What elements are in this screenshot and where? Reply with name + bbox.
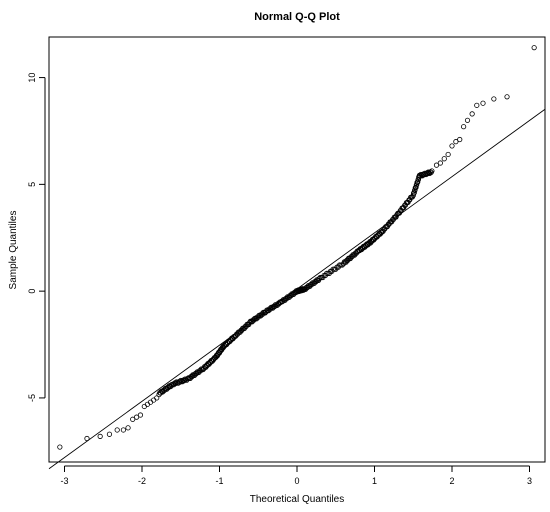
y-axis-label: Sample Quantiles [8, 211, 19, 290]
x-tick-label: 3 [527, 476, 532, 486]
data-point [407, 197, 413, 203]
data-point [410, 192, 416, 199]
y-tick-label: 0 [27, 289, 37, 294]
data-point [106, 431, 113, 437]
x-tick-label: 1 [372, 476, 377, 486]
data-point [137, 412, 144, 418]
data-point [154, 395, 160, 401]
data-point [396, 210, 403, 216]
y-axis: -5 0 5 10 [27, 73, 46, 402]
x-tick-label: 0 [294, 476, 299, 486]
y-tick-label: 5 [27, 182, 37, 187]
data-point [133, 414, 140, 420]
y-tick-label: -5 [27, 394, 37, 402]
x-axis-label: Theoretical Quantiles [250, 494, 345, 505]
data-point [504, 94, 510, 100]
data-point [469, 111, 475, 117]
data-point [379, 229, 385, 235]
data-point [464, 117, 471, 123]
x-tick-label: -2 [138, 476, 146, 486]
data-point [491, 96, 497, 102]
plot-frame [48, 36, 546, 463]
data-point [141, 403, 147, 410]
data-point [57, 444, 63, 450]
data-point [480, 100, 486, 106]
data-point [461, 124, 467, 130]
data-point [125, 425, 131, 431]
data-point [114, 427, 120, 433]
data-point [474, 102, 480, 108]
data-point [425, 169, 431, 175]
data-point [429, 168, 435, 174]
data-point [449, 143, 455, 149]
data-point [401, 205, 407, 211]
data-point [445, 151, 451, 158]
data-point [147, 399, 154, 405]
data-point [84, 435, 90, 442]
data-point [405, 199, 411, 205]
data-point [437, 160, 443, 166]
data-point [402, 202, 409, 208]
data-point [433, 162, 440, 168]
chart-title: Normal Q-Q Plot [254, 11, 340, 23]
data-point [414, 182, 420, 188]
data-point [457, 136, 463, 143]
y-tick-label: 10 [27, 73, 37, 83]
data-point [412, 187, 418, 193]
data-point [97, 433, 103, 439]
data-point [144, 401, 151, 407]
x-tick-label: -3 [60, 476, 68, 486]
data-point [413, 184, 419, 190]
data-point [441, 156, 447, 162]
x-tick-label: -1 [215, 476, 223, 486]
data-point [130, 416, 136, 422]
data-point [120, 427, 127, 433]
x-axis: -3 -2 -1 0 1 2 3 [60, 465, 532, 486]
data-point [398, 207, 404, 214]
data-point [411, 190, 417, 196]
data-point [531, 45, 537, 51]
data-point [151, 397, 157, 403]
x-tick-label: 2 [449, 476, 454, 486]
points-layer [57, 45, 537, 450]
data-point [453, 139, 459, 145]
data-point [415, 179, 421, 185]
